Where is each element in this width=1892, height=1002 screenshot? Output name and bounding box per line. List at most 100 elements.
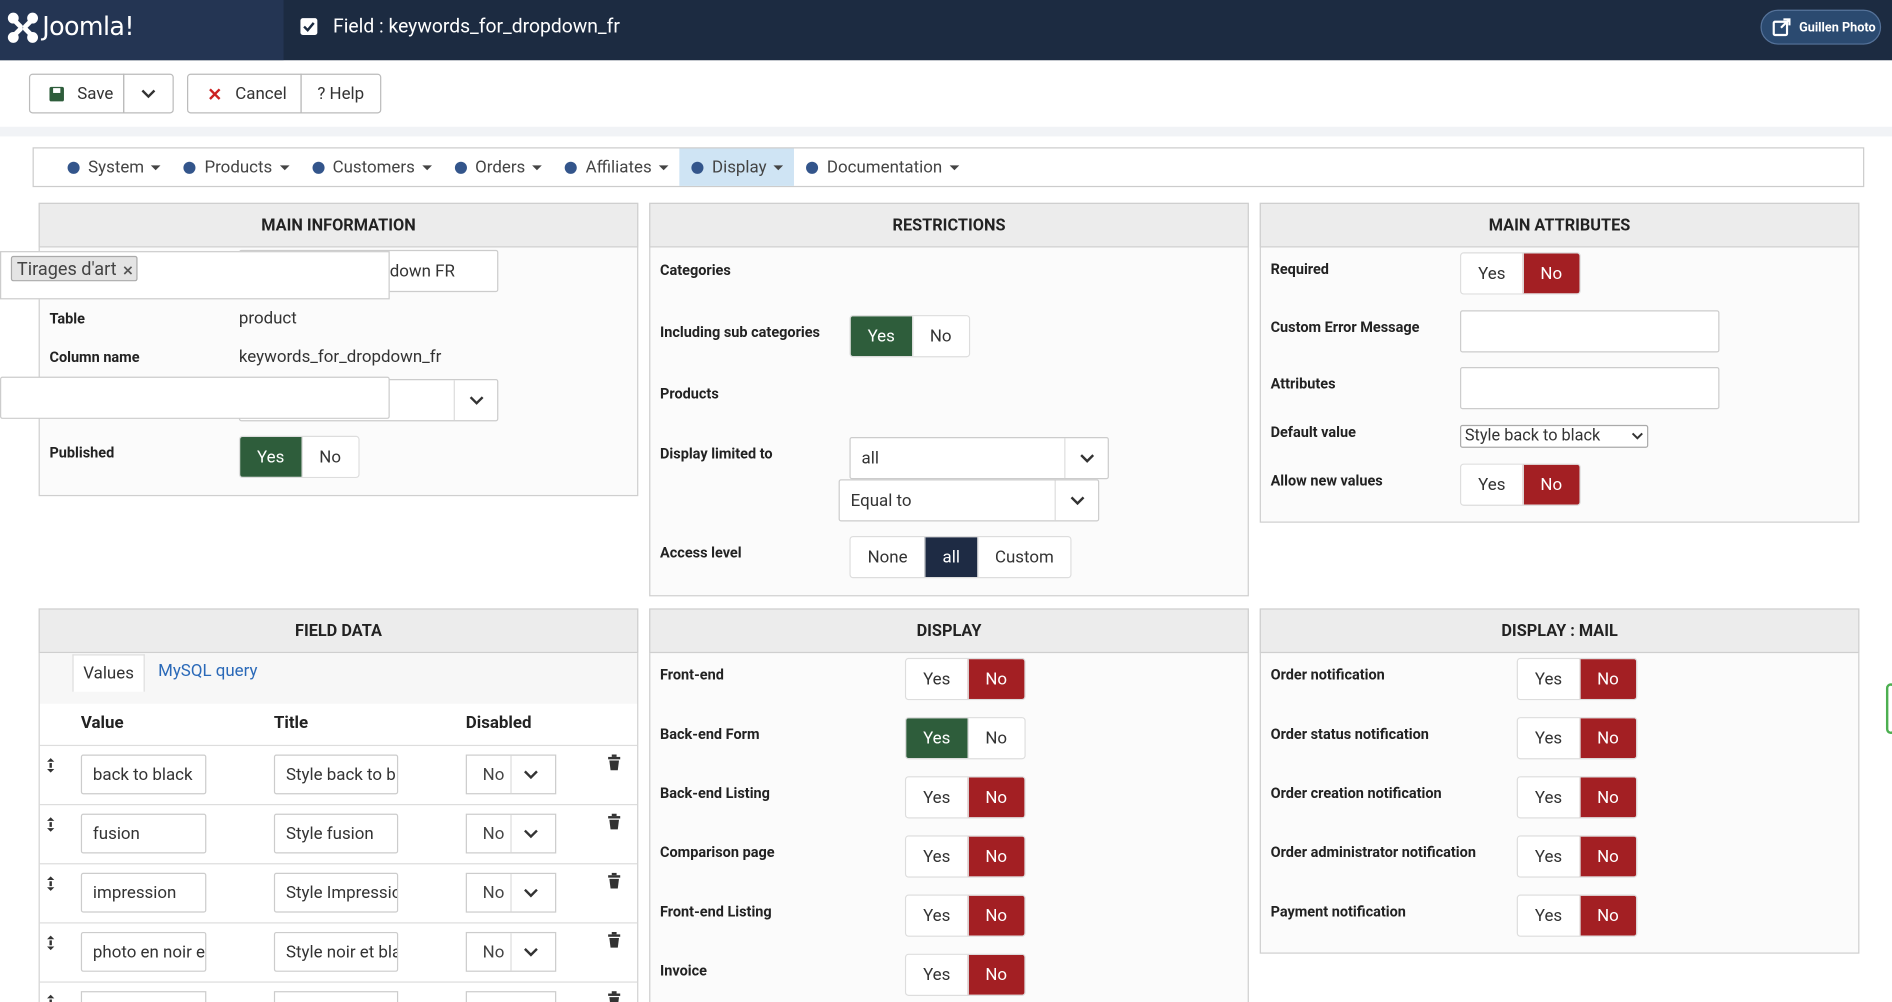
select-value: No <box>482 824 505 844</box>
toggle-button[interactable]: No <box>967 659 1024 699</box>
toolbar-bg <box>0 60 1892 127</box>
title-input <box>273 991 399 1002</box>
value-input[interactable]: impression <box>80 872 207 913</box>
toggle-button[interactable]: No <box>1522 464 1580 505</box>
text-value: product <box>238 309 297 329</box>
chevron-icon <box>1080 454 1095 463</box>
menu-item[interactable]: System <box>56 148 172 185</box>
text-input[interactable] <box>1460 310 1720 353</box>
panel <box>649 202 1249 597</box>
save-dropdown[interactable] <box>123 73 174 114</box>
toggle-button[interactable]: None <box>850 537 925 578</box>
text-input[interactable] <box>1460 366 1720 410</box>
tag-input[interactable]: Tirages d'art <box>0 251 390 300</box>
help-button[interactable]: ? Help <box>300 73 382 114</box>
toggle-button[interactable]: No <box>911 316 969 357</box>
toggle-button[interactable]: Yes <box>1461 464 1523 505</box>
field-label: Required <box>1270 260 1329 278</box>
value-input[interactable]: photo en noir et <box>80 931 207 972</box>
toggle-button[interactable]: No <box>1522 253 1580 294</box>
toggle-button[interactable]: No <box>967 895 1024 936</box>
disabled-select[interactable]: No <box>465 754 557 795</box>
select-divider <box>1054 480 1056 521</box>
toggle-button[interactable]: Yes <box>906 954 968 995</box>
disabled-select[interactable]: No <box>465 813 557 854</box>
save-button[interactable]: Save <box>28 73 125 114</box>
toggle-group: Yes No <box>1516 894 1637 937</box>
menu-item[interactable]: Display <box>679 148 795 186</box>
title-input[interactable]: Style noir et bla <box>273 931 399 972</box>
toggle-button[interactable]: Custom <box>976 537 1071 578</box>
chevron-icon <box>524 948 538 957</box>
tab[interactable]: Values <box>72 654 145 692</box>
chevron-icon <box>524 888 538 898</box>
field-label: Front-end Listing <box>660 902 772 920</box>
toggle-button[interactable]: Yes <box>906 777 968 818</box>
title-input[interactable]: Style fusion <box>273 813 399 854</box>
toggle-button[interactable]: No <box>1579 895 1636 936</box>
field-label: Default value <box>1270 423 1356 441</box>
row-divider <box>39 981 638 983</box>
toggle-button[interactable]: No <box>967 718 1024 759</box>
toggle-button[interactable]: No <box>1579 836 1636 877</box>
toggle-button[interactable]: Yes <box>906 895 968 936</box>
toggle-button[interactable]: No <box>1579 718 1636 759</box>
caret-icon <box>773 164 784 170</box>
title-input[interactable]: Style Impressio <box>273 872 399 913</box>
field-label: Published <box>49 444 115 462</box>
toggle-button[interactable]: Yes <box>1517 718 1580 759</box>
chevron-icon <box>1631 432 1643 440</box>
select[interactable]: Equal to <box>838 479 1100 522</box>
toggle-button[interactable]: all <box>924 537 977 578</box>
user-menu[interactable]: Guillen Photo <box>1760 9 1882 45</box>
toggle-button[interactable]: Yes <box>906 659 968 699</box>
tab[interactable]: MySQL query <box>158 661 258 681</box>
toggle-button[interactable]: Yes <box>1461 253 1523 294</box>
disabled-select[interactable]: No <box>465 872 557 913</box>
toggle-button[interactable]: Yes <box>1517 895 1580 936</box>
field-label: Invoice <box>660 962 707 980</box>
toggle-button[interactable]: Yes <box>1517 777 1580 818</box>
menu-label: Documentation <box>826 157 943 177</box>
menu-item[interactable]: Documentation <box>794 148 970 185</box>
toggle-button[interactable]: No <box>967 836 1024 877</box>
scroll-hint <box>1885 683 1892 734</box>
toggle-button[interactable]: No <box>967 954 1024 995</box>
field-label: Back-end Form <box>660 725 760 743</box>
column-header: Title <box>273 713 309 733</box>
value-input[interactable]: back to black <box>80 754 207 795</box>
value-input[interactable]: fusion <box>80 813 207 854</box>
text-input[interactable] <box>0 376 390 419</box>
field-label: Order notification <box>1270 666 1385 684</box>
toggle-button[interactable]: Yes <box>1517 836 1580 877</box>
menu-item[interactable]: Products <box>172 148 300 185</box>
toggle-button[interactable]: Yes <box>1517 659 1580 699</box>
delete-icon <box>608 991 621 1002</box>
toggle-group: Yes No <box>904 835 1026 878</box>
menu-label: Orders <box>475 157 526 177</box>
select-divider <box>1064 438 1066 479</box>
menu-icon <box>67 161 80 174</box>
title-input[interactable]: Style back to bla <box>273 754 399 795</box>
toggle-button[interactable]: No <box>1579 659 1636 699</box>
caret-icon <box>422 164 432 170</box>
toggle-button[interactable]: Yes <box>906 718 968 759</box>
menu-item[interactable]: Orders <box>443 148 553 185</box>
toggle-button[interactable]: Yes <box>906 836 968 877</box>
field-label: Attributes <box>1270 375 1336 393</box>
toggle-button[interactable]: No <box>301 437 358 477</box>
menu-item[interactable]: Affiliates <box>553 148 679 185</box>
select[interactable]: all <box>849 437 1109 480</box>
toggle-button[interactable]: No <box>1579 777 1636 818</box>
field-label: Back-end Listing <box>660 784 770 802</box>
caret-icon <box>279 164 290 170</box>
cancel-button[interactable]: Cancel <box>187 73 302 114</box>
small-select[interactable]: Style back to black <box>1460 424 1649 448</box>
field-label: Payment notification <box>1270 902 1406 920</box>
disabled-select[interactable]: No <box>465 931 557 972</box>
toggle-button[interactable]: Yes <box>850 316 912 357</box>
toggle-button[interactable]: Yes <box>240 437 302 477</box>
menu-item[interactable]: Customers <box>300 148 443 185</box>
toggle-button[interactable]: No <box>967 777 1024 818</box>
